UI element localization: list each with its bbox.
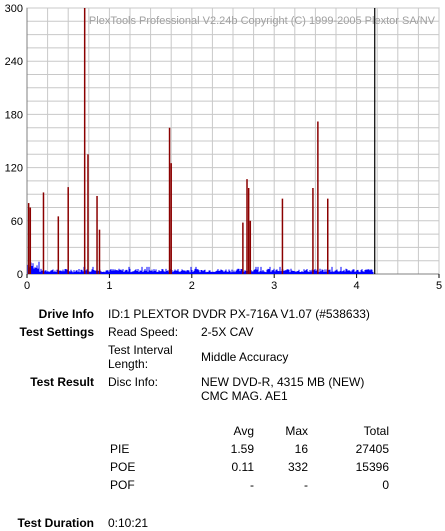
row-total-pie: 27405: [355, 442, 389, 456]
y-tick-label: 60: [11, 216, 23, 228]
pif-series: [27, 261, 374, 274]
test-duration-label: Test Duration: [17, 516, 94, 530]
y-tick-label: 0: [17, 269, 23, 281]
test-settings-label: Test Settings: [19, 325, 94, 339]
interval-value: Middle Accuracy: [201, 350, 289, 364]
y-tick-label: 180: [5, 109, 23, 121]
row-max-pof: -: [304, 478, 308, 492]
x-tick-label: 4: [354, 280, 360, 292]
row-total-poe: 15396: [355, 460, 389, 474]
read-speed-value: 2-5X CAV: [201, 325, 254, 339]
row-max-pie: 16: [294, 442, 308, 456]
y-tick-label: 240: [5, 56, 23, 68]
row-name-pie: PIE: [110, 442, 130, 456]
x-tick-label: 0: [24, 280, 30, 292]
row-name-poe: POE: [110, 460, 136, 474]
drive-info-label: Drive Info: [38, 307, 94, 321]
test-result-label: Test Result: [30, 375, 94, 389]
tick-labels: 0 1 2 3 4 5 300 240 180 120 60 0: [5, 3, 442, 292]
scan-chart: PlexTools Professional V2.24b Copyright …: [5, 3, 442, 292]
row-avg-pie: 1.59: [230, 442, 254, 456]
disc-info-value-2: CMC MAG. AE1: [201, 389, 288, 403]
x-tick-label: 1: [106, 280, 112, 292]
y-tick-label: 120: [5, 163, 23, 175]
col-header-avg: Avg: [233, 424, 254, 438]
row-total-pof: 0: [382, 478, 389, 492]
chart-title: PlexTools Professional V2.24b Copyright …: [89, 15, 436, 27]
disc-info-value-1: NEW DVD-R, 4315 MB (NEW): [201, 375, 365, 389]
interval-label-2: Length:: [108, 357, 149, 371]
interval-label-1: Test Interval: [108, 343, 173, 357]
col-header-max: Max: [285, 424, 308, 438]
x-tick-label: 2: [189, 280, 195, 292]
test-duration-value: 0:10:21: [108, 516, 149, 530]
grid-lines: [26, 7, 440, 275]
row-max-poe: 332: [287, 460, 308, 474]
row-name-pof: POF: [110, 478, 135, 492]
drive-info-value: ID:1 PLEXTOR DVDR PX-716A V1.07 (#538633…: [108, 307, 370, 321]
y-tick-label: 300: [5, 3, 23, 15]
x-tick-label: 3: [271, 280, 277, 292]
pie-series: [27, 8, 329, 274]
x-tick-label: 5: [436, 280, 442, 292]
row-avg-pof: -: [250, 478, 254, 492]
disc-info-label: Disc Info:: [108, 375, 159, 389]
read-speed-label: Read Speed:: [108, 325, 179, 339]
col-header-total: Total: [363, 424, 389, 438]
row-avg-poe: 0.11: [231, 460, 254, 474]
